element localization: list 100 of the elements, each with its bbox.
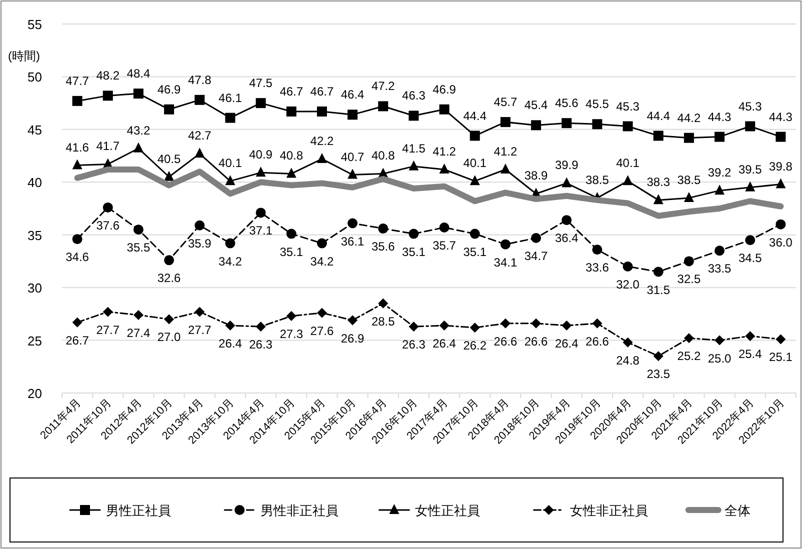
point [408, 322, 419, 332]
data-label: 43.2 [126, 123, 150, 138]
data-label: 46.9 [157, 82, 182, 96]
point [592, 318, 602, 328]
point [714, 246, 725, 256]
data-label: 34.1 [494, 255, 518, 270]
point [562, 320, 572, 331]
data-label: 26.2 [463, 338, 487, 353]
point [316, 308, 327, 318]
point [133, 224, 144, 235]
data-label: 25.0 [708, 351, 732, 366]
point [622, 261, 633, 272]
point [439, 163, 450, 174]
point [470, 322, 480, 333]
point [531, 318, 542, 328]
legend-label: 男性非正社員 [260, 503, 339, 518]
y-tick-label: 50 [28, 70, 42, 85]
point [714, 132, 725, 142]
point [500, 318, 510, 328]
data-label: 44.4 [646, 108, 670, 123]
data-label: 38.5 [586, 172, 610, 187]
legend-label: 女性正社員 [415, 503, 480, 518]
data-label: 46.7 [280, 84, 304, 99]
point [194, 220, 205, 230]
point [745, 181, 756, 192]
point [256, 208, 266, 218]
data-label: 32.0 [616, 277, 640, 292]
point [348, 168, 358, 179]
data-label: 26.4 [432, 336, 456, 351]
data-label: 36.1 [340, 234, 365, 248]
data-label: 27.6 [310, 324, 334, 338]
data-label: 45.4 [524, 98, 548, 112]
data-label: 46.1 [218, 90, 242, 105]
data-label: 25.1 [769, 350, 793, 364]
data-label: 31.5 [646, 282, 670, 297]
data-label: 38.5 [677, 172, 701, 187]
point [72, 234, 82, 244]
data-label: 41.2 [432, 144, 456, 158]
data-label: 45.3 [738, 99, 762, 114]
point [745, 121, 756, 132]
point [102, 90, 113, 101]
point [164, 170, 174, 181]
point [684, 333, 694, 344]
y-tick-label: 40 [28, 175, 42, 190]
data-label: 40.8 [280, 148, 304, 163]
point [470, 175, 480, 186]
point [562, 177, 572, 188]
data-label: 26.6 [586, 334, 610, 348]
data-label: 25.2 [677, 349, 701, 364]
data-label: 39.9 [554, 158, 579, 172]
data-label: 40.1 [463, 156, 487, 170]
data-label: 45.7 [494, 95, 518, 110]
point [286, 311, 296, 322]
point [164, 314, 174, 324]
data-label: 45.3 [616, 99, 640, 114]
data-label: 34.5 [738, 251, 762, 266]
data-label: 35.1 [463, 244, 487, 259]
point [256, 98, 266, 108]
data-label: 46.4 [340, 88, 365, 102]
point [592, 244, 602, 255]
point [562, 118, 572, 128]
data-label: 36.4 [554, 231, 579, 246]
data-label: 41.5 [402, 141, 426, 156]
data-label: 27.7 [96, 322, 120, 337]
data-label: 27.7 [188, 322, 212, 337]
point [194, 94, 205, 105]
data-label: 34.7 [524, 249, 548, 264]
data-label: 27.4 [126, 326, 150, 340]
point [316, 152, 327, 163]
point [684, 192, 694, 202]
point [164, 255, 174, 266]
y-tick-label: 25 [28, 333, 42, 348]
point [316, 238, 327, 248]
data-label: 26.4 [554, 336, 579, 351]
point [684, 132, 694, 143]
point [776, 132, 786, 142]
data-label: 35.7 [432, 238, 456, 252]
data-label: 42.2 [310, 134, 334, 148]
point [776, 334, 786, 344]
data-label: 48.4 [126, 66, 150, 81]
data-label: 37.6 [96, 218, 120, 232]
point [408, 110, 419, 121]
point [316, 106, 327, 117]
data-label: 39.5 [738, 162, 762, 176]
point [439, 320, 450, 331]
data-label: 23.5 [646, 367, 670, 382]
point [378, 298, 388, 308]
point [562, 215, 572, 226]
point [194, 306, 205, 317]
data-label: 26.3 [402, 338, 426, 352]
point [531, 120, 542, 130]
data-label: 42.7 [188, 128, 212, 143]
point [286, 228, 296, 239]
data-label: 26.3 [249, 338, 273, 352]
data-label: 24.8 [616, 353, 640, 368]
point [225, 238, 236, 248]
data-label: 38.3 [646, 175, 670, 190]
data-label: 32.6 [157, 271, 182, 286]
data-label: 35.6 [371, 240, 396, 254]
point [622, 121, 633, 132]
